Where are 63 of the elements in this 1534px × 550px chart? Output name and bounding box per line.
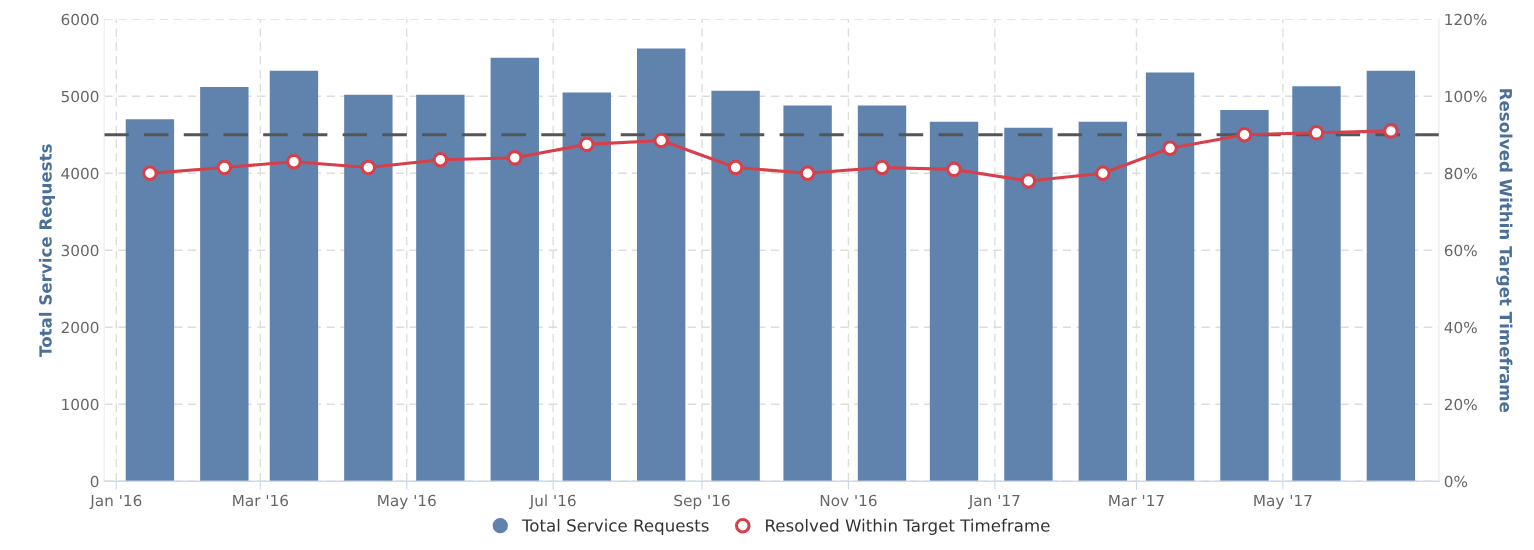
y-tick-label: 0 <box>90 475 99 488</box>
x-tick-label: May '16 <box>378 494 436 510</box>
bar <box>857 105 907 482</box>
point <box>1236 126 1253 143</box>
y2-tick-label: 100% <box>1445 90 1487 103</box>
y-axis-title: Total Service Requests <box>38 144 56 357</box>
y2-axis-title: Resolved Within Target Timeframe <box>1496 89 1513 413</box>
bar <box>783 105 832 482</box>
bar <box>1292 86 1341 482</box>
bar <box>490 57 539 482</box>
y2-tick-label: 20% <box>1444 398 1477 411</box>
point <box>727 159 744 176</box>
y-tick-label: 3000 <box>61 244 99 257</box>
y2-tick-label: 120% <box>1445 13 1487 26</box>
bar <box>416 94 465 482</box>
point <box>946 161 962 178</box>
x-tick-label: Jul '16 <box>528 494 576 510</box>
point <box>432 152 449 168</box>
bar <box>125 119 175 482</box>
point <box>799 165 816 182</box>
legend-label: Resolved Within Target Timeframe <box>766 518 1050 535</box>
point <box>653 132 669 149</box>
point <box>1095 165 1111 182</box>
y2-tick-label: 40% <box>1444 321 1477 334</box>
point <box>506 150 523 166</box>
y-tick-label: 6000 <box>61 13 99 26</box>
point <box>286 153 302 170</box>
y-tick-label: 1000 <box>62 398 99 411</box>
bar <box>562 92 611 482</box>
x-tick-label: Mar '17 <box>1109 494 1164 507</box>
bar <box>1078 121 1128 482</box>
point <box>142 165 158 182</box>
bar <box>1366 70 1416 482</box>
point <box>1162 140 1178 157</box>
point <box>874 159 890 176</box>
point <box>1020 173 1037 189</box>
x-tick-label: Jan '17 <box>968 494 1020 510</box>
y-tick-label: 4000 <box>61 167 99 180</box>
x-tick-label: Mar '16 <box>233 494 289 507</box>
point <box>1383 123 1399 139</box>
bar <box>711 90 760 482</box>
point <box>1308 125 1325 141</box>
bar <box>1004 127 1053 482</box>
x-tick-label: Nov '16 <box>820 494 877 507</box>
x-tick-label: Jan '16 <box>89 494 142 510</box>
y2-tick-label: 80% <box>1444 167 1477 180</box>
point <box>360 159 377 176</box>
y-tick-label: 2000 <box>61 321 99 334</box>
point <box>216 159 233 176</box>
bar <box>1145 72 1195 482</box>
bar <box>200 87 249 482</box>
x-tick-label: May '17 <box>1254 494 1312 510</box>
bar <box>344 94 393 482</box>
x-tick-label: Sep '16 <box>674 494 730 510</box>
y2-tick-label: 60% <box>1444 244 1477 257</box>
y2-tick-label: 0% <box>1444 475 1468 488</box>
point <box>579 136 595 153</box>
y-tick-label: 5000 <box>61 90 99 103</box>
bar <box>636 48 686 482</box>
bar <box>1220 110 1269 482</box>
bar <box>929 121 979 482</box>
bar <box>269 70 319 482</box>
legend-label: Total Service Requests <box>521 518 709 535</box>
